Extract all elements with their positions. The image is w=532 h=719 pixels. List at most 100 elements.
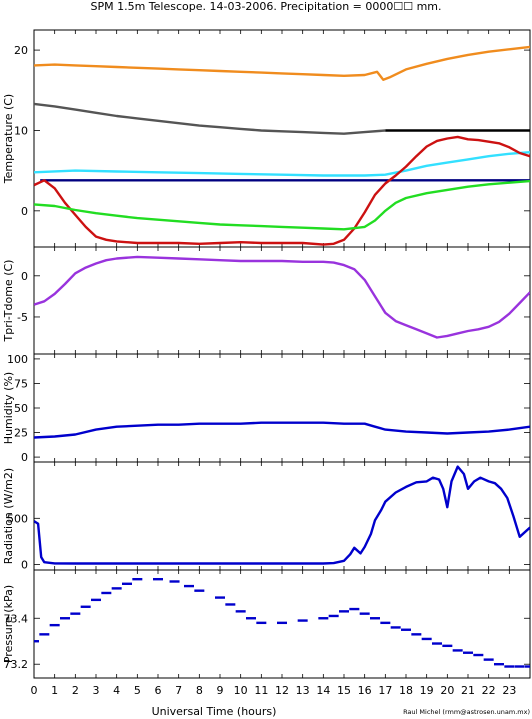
data-point — [91, 598, 101, 602]
series-line — [34, 151, 530, 177]
data-point — [390, 626, 401, 629]
y-tick-label: 25 — [14, 427, 28, 440]
series-line — [34, 45, 530, 81]
y-tick-label: 10 — [14, 124, 28, 137]
x-tick-label: 23 — [502, 684, 516, 697]
data-point — [432, 642, 442, 645]
data-point — [101, 591, 112, 595]
data-point — [246, 617, 256, 620]
x-tick-label: 10 — [234, 684, 248, 697]
data-point — [401, 628, 411, 631]
x-tick-label: 21 — [461, 684, 475, 697]
panel-frame — [33, 461, 531, 571]
data-point — [473, 653, 484, 657]
y-axis-label: Radiation (W/m2) — [2, 468, 15, 564]
x-tick-label: 16 — [358, 684, 372, 697]
data-point — [194, 589, 205, 592]
panel-4: 500 0 Radiation (W/m2) — [2, 461, 531, 571]
series-line — [34, 179, 530, 231]
x-tick-label: 15 — [337, 684, 351, 697]
data-point — [411, 633, 422, 636]
data-point — [169, 580, 180, 583]
y-tick-label: 73.4 — [4, 612, 29, 625]
x-tick-label: 22 — [482, 684, 496, 697]
data-point — [328, 614, 339, 618]
credit-text: Raul Michel (rmm@astrosen.unam.mx) — [403, 708, 530, 716]
y-axis-label: Temperature (C) — [2, 94, 15, 184]
series-line — [34, 102, 386, 135]
panel-3: 100 75 50 25 0 Humidity (%) — [2, 353, 531, 464]
series-group — [34, 255, 530, 339]
data-point — [349, 607, 360, 611]
y-tick-label: 75 — [14, 377, 28, 390]
x-tick-label: 9 — [217, 684, 224, 697]
x-tick-label: 20 — [440, 684, 454, 697]
x-tick-label: 14 — [316, 684, 330, 697]
x-tick-label: 17 — [378, 684, 392, 697]
series-line — [34, 421, 530, 439]
data-point — [297, 619, 308, 622]
x-axis: 0 1 2 3 4 5 6 7 8 9 10 11 12 13 14 15 16 17 18 19 20 21 22 23 — [31, 684, 517, 697]
x-tick-label: 12 — [275, 684, 289, 697]
x-tick-label: 1 — [51, 684, 58, 697]
data-point — [370, 617, 380, 620]
y-axis-label: Tpri-Tdome (C) — [2, 260, 15, 343]
x-tick-label: 8 — [196, 684, 203, 697]
y-tick-label: 0 — [21, 558, 28, 571]
x-axis-label: Universal Time (hours) — [152, 705, 277, 718]
data-point — [153, 577, 163, 581]
chart-title: SPM 1.5m Telescope. 14-03-2006. Precipit… — [90, 0, 441, 13]
series-line — [34, 255, 530, 339]
x-tick-label: 2 — [72, 684, 79, 697]
data-point — [339, 610, 349, 613]
data-point — [421, 637, 432, 641]
x-tick-label: 11 — [254, 684, 268, 697]
data-point — [34, 640, 39, 643]
y-tick-label: 50 — [14, 402, 28, 415]
x-tick-label: 3 — [93, 684, 100, 697]
data-point — [514, 665, 525, 668]
series-group — [34, 465, 530, 565]
y-axis-label: Pressure (kPa) — [2, 585, 15, 663]
panel-1: 20 10 0 Temperature (C) — [2, 29, 531, 248]
data-point — [235, 610, 246, 613]
series-group — [34, 421, 530, 439]
x-tick-label: 19 — [420, 684, 434, 697]
x-tick-label: 7 — [175, 684, 182, 697]
data-point — [39, 633, 50, 636]
y-tick-label: 0 — [21, 451, 28, 464]
data-point — [80, 605, 91, 608]
data-point — [359, 612, 370, 615]
data-point — [494, 663, 504, 666]
data-point — [452, 649, 463, 652]
data-point — [256, 621, 267, 625]
series-group — [34, 45, 530, 246]
y-tick-label: 73.2 — [4, 658, 29, 671]
x-tick-label: 0 — [31, 684, 38, 697]
data-point — [215, 596, 225, 599]
series-group — [34, 577, 530, 668]
data-point — [442, 644, 453, 648]
y-tick-label: 500 — [7, 512, 28, 525]
data-point — [132, 577, 143, 581]
data-point — [380, 621, 391, 625]
data-point — [60, 617, 70, 620]
data-point — [184, 584, 194, 588]
y-tick-label: 100 — [7, 353, 28, 366]
y-axis-label: Humidity (%) — [2, 372, 15, 444]
data-point — [111, 587, 122, 590]
data-point — [318, 617, 329, 620]
x-tick-label: 4 — [113, 684, 120, 697]
x-tick-label: 5 — [134, 684, 141, 697]
series-line — [34, 135, 530, 246]
y-tick-label: -5 — [17, 311, 28, 324]
x-tick-label: 6 — [155, 684, 162, 697]
x-tick-label: 13 — [296, 684, 310, 697]
data-point — [277, 621, 287, 625]
series-line — [34, 465, 530, 565]
y-tick-label: 0 — [21, 205, 28, 218]
